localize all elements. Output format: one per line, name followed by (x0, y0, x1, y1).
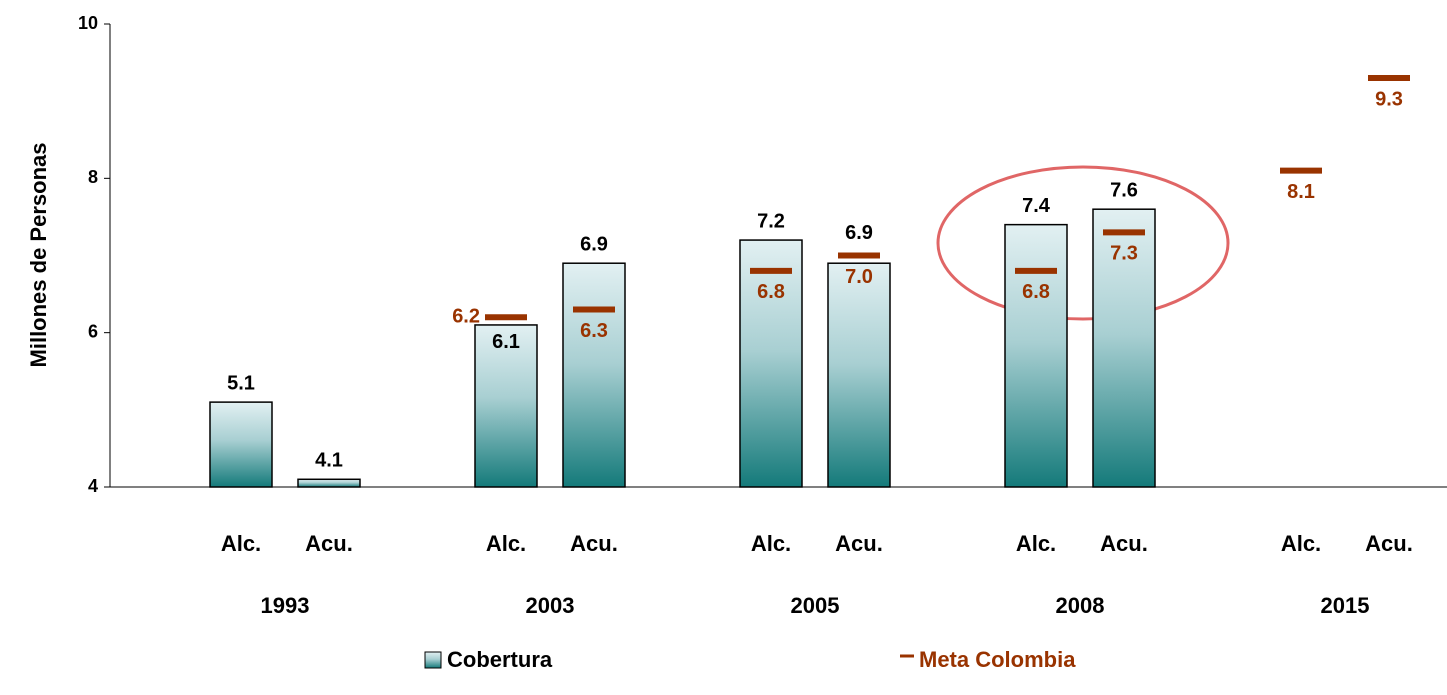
meta-value-label: 6.3 (580, 320, 608, 342)
group-label: 2008 (1056, 593, 1105, 618)
bar-value-label: 4.1 (315, 450, 343, 472)
bar (209, 401, 273, 488)
x-tick-label: Acu. (305, 531, 353, 556)
x-tick-label: Alc. (221, 531, 261, 556)
bar (474, 324, 538, 488)
x-tick-label: Acu. (835, 531, 883, 556)
x-tick-label: Alc. (1016, 531, 1056, 556)
y-tick-label: 10 (78, 13, 98, 33)
meta-value-label: 6.8 (757, 281, 785, 303)
x-tick-label: Acu. (570, 531, 618, 556)
x-tick-label: Alc. (486, 531, 526, 556)
bar (739, 239, 803, 488)
bar-value-label: 7.4 (1022, 195, 1051, 217)
legend-label: Meta Colombia (919, 647, 1076, 672)
y-tick-label: 6 (88, 321, 98, 341)
x-tick-label: Acu. (1365, 531, 1413, 556)
bar-value-label: 6.1 (492, 331, 520, 353)
meta-value-label: 7.0 (845, 266, 873, 288)
meta-value-label: 7.3 (1110, 243, 1138, 265)
bar-value-label: 6.9 (580, 233, 608, 255)
y-axis-label: Millones de Personas (26, 143, 51, 368)
bar-value-label: 7.2 (757, 210, 785, 232)
bar-value-label: 6.9 (845, 222, 873, 244)
bar-value-label: 7.6 (1110, 179, 1138, 201)
group-label: 2005 (791, 593, 840, 618)
x-tick-label: Alc. (751, 531, 791, 556)
group-label: 2015 (1321, 593, 1370, 618)
bar (297, 478, 361, 488)
bar (562, 262, 626, 488)
bar (1004, 223, 1068, 488)
bar (1092, 208, 1156, 488)
legend-label: Cobertura (447, 647, 553, 672)
group-label: 2003 (526, 593, 575, 618)
bar (827, 262, 891, 488)
x-tick-label: Alc. (1281, 531, 1321, 556)
group-label: 1993 (261, 593, 310, 618)
y-tick-label: 8 (88, 167, 98, 187)
y-tick-label: 4 (88, 476, 98, 496)
meta-value-label: 8.1 (1287, 181, 1315, 203)
bar-value-label: 5.1 (227, 372, 255, 394)
meta-value-label: 6.8 (1022, 281, 1050, 303)
x-tick-label: Acu. (1100, 531, 1148, 556)
highlight-ellipse (936, 165, 1230, 321)
legend-swatch (424, 651, 442, 669)
meta-value-label: 9.3 (1375, 88, 1403, 110)
meta-value-label: 6.2 (452, 306, 480, 328)
